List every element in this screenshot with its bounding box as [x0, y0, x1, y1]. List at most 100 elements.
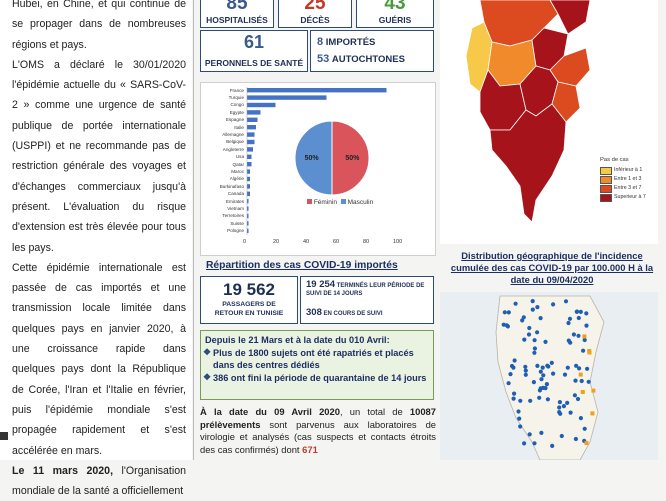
case-marker	[585, 366, 590, 371]
case-marker	[530, 299, 535, 304]
case-marker	[543, 386, 548, 391]
gueris-value: 43	[384, 0, 406, 14]
rapatriement-intro: Depuis le 21 Mars et à la date du 010 Av…	[205, 335, 390, 345]
case-marker	[574, 363, 579, 368]
bar-vietnam	[247, 206, 249, 211]
rapatriement-item-1-text: Plus de 1800 sujets ont été rapatriés et…	[213, 348, 414, 370]
bar-emirates	[247, 199, 249, 204]
bar-label: Vietnam	[227, 205, 244, 211]
case-marker	[586, 379, 591, 384]
case-marker	[512, 358, 517, 363]
bar-label: Allemagne	[222, 131, 244, 137]
left-text-column: Hubei, en Chine, et qui continue de se p…	[0, 0, 192, 497]
case-marker	[522, 441, 527, 446]
prelevements-paragraph: À la date du 09 Avril 2020, un total de …	[200, 406, 436, 456]
case-marker	[540, 365, 545, 370]
case-marker	[571, 332, 576, 337]
bar-qatar	[247, 162, 252, 167]
paragraph-2: L'OMS a déclaré le 30/01/2020 l'épidémie…	[12, 58, 186, 254]
rapatriement-item-1: ❖ Plus de 1800 sujets ont été rapatriés …	[201, 346, 433, 371]
case-marker	[516, 409, 521, 414]
case-marker	[557, 400, 562, 405]
bar-allemagne	[247, 132, 255, 137]
bar-label: Usa	[235, 154, 244, 160]
prelevements-text-2: sont parvenus aux laboratoires de virolo…	[200, 418, 436, 455]
rapatriement-item-2-text: 386 ont fini la période de quarantaine d…	[213, 373, 427, 383]
case-marker	[532, 338, 537, 343]
bar-terretoires	[247, 213, 249, 219]
case-marker	[574, 309, 580, 314]
deces-label: DÉCÈS	[300, 15, 330, 25]
prelevements-text-1: , un total de	[339, 406, 410, 417]
legend-masculin: Masculin	[347, 199, 374, 206]
legend-label: Inférieur à 1	[614, 166, 643, 173]
case-marker	[545, 363, 550, 368]
case-marker	[576, 315, 581, 321]
case-marker	[541, 373, 546, 378]
hospitalises-value: 85	[226, 0, 248, 14]
diamond-bullet-icon: ❖	[203, 372, 212, 382]
case-marker	[532, 350, 537, 355]
bar-burkinafaso	[247, 184, 250, 189]
case-marker	[584, 311, 589, 316]
prelevements-positive: 671	[302, 443, 318, 455]
legend-masculin-swatch	[340, 199, 346, 204]
case-marker	[544, 382, 549, 387]
cluster-marker	[584, 441, 589, 445]
case-marker	[501, 322, 506, 327]
x-tick-label: 60	[333, 239, 340, 245]
repartition-title: Répartition des cas COVID-19 importés	[206, 260, 398, 271]
cluster-marker	[587, 350, 592, 355]
paragraph-4: Le 11 mars 2020, l'Organisation mondiale…	[0, 461, 192, 501]
case-marker	[579, 378, 584, 384]
bar-label: Algérie	[229, 176, 244, 182]
cluster-marker	[590, 411, 595, 416]
case-marker	[565, 365, 570, 370]
paragraph-1: Hubei, en Chine, et qui continue de se p…	[12, 0, 186, 51]
personnels-value: 61	[243, 32, 265, 52]
bar-canada	[247, 191, 250, 196]
legend-feminin: Féminin	[313, 199, 337, 206]
autochtones-line: 53 AUTOCHTONES	[317, 53, 405, 65]
case-marker	[557, 405, 562, 410]
gueris-label: GUÉRIS	[378, 15, 412, 25]
personnels-label: PERONNELS DE SANTÉ	[204, 58, 304, 68]
bar-egypte	[247, 110, 261, 115]
legend-swatch	[600, 176, 612, 184]
bar-label: Turquie	[228, 94, 244, 100]
case-marker	[537, 388, 542, 393]
legend-title: Pas de cas	[600, 157, 629, 163]
case-marker	[518, 398, 523, 403]
column-divider	[193, 0, 194, 460]
x-tick-label: 0	[243, 239, 247, 245]
cases-distribution-map	[440, 292, 658, 461]
bar-espagne	[247, 117, 258, 122]
incidence-map: Pas de cas Inférieur à 1 Entre 1 et 3 Entr…	[440, 0, 658, 244]
case-marker	[559, 433, 564, 439]
hospitalises-box: 85 HOSPITALISÉS	[200, 0, 274, 28]
case-marker	[572, 393, 577, 398]
case-marker	[539, 377, 544, 382]
bar-belgique	[247, 139, 255, 145]
tunisia-choropleth	[440, 0, 658, 244]
case-marker	[526, 332, 532, 337]
case-marker	[577, 366, 582, 371]
x-tick-label: 80	[363, 239, 370, 245]
case-marker	[578, 416, 583, 421]
passagers-label: PASSAGERS DE RETOUR EN TUNISIE	[214, 301, 284, 317]
importes-value: 8	[317, 36, 324, 48]
case-marker	[509, 363, 515, 369]
pie-slice-masculin	[294, 120, 333, 196]
pie-value-label: 50%	[345, 155, 360, 162]
case-marker	[566, 320, 571, 326]
legend-feminin-swatch	[307, 199, 312, 204]
gueris-box: 43 GUÉRIS	[356, 0, 434, 28]
map-caption: Distribution géographique de l'incidence…	[450, 250, 654, 285]
bar-suisse	[247, 221, 249, 226]
cluster-marker	[591, 388, 596, 393]
case-marker	[573, 436, 578, 442]
cluster-marker	[580, 390, 585, 394]
case-marker	[551, 302, 556, 307]
bar-label: Burkinafaso	[219, 183, 244, 189]
pie-chart-svg: 50% 50%	[294, 120, 370, 196]
